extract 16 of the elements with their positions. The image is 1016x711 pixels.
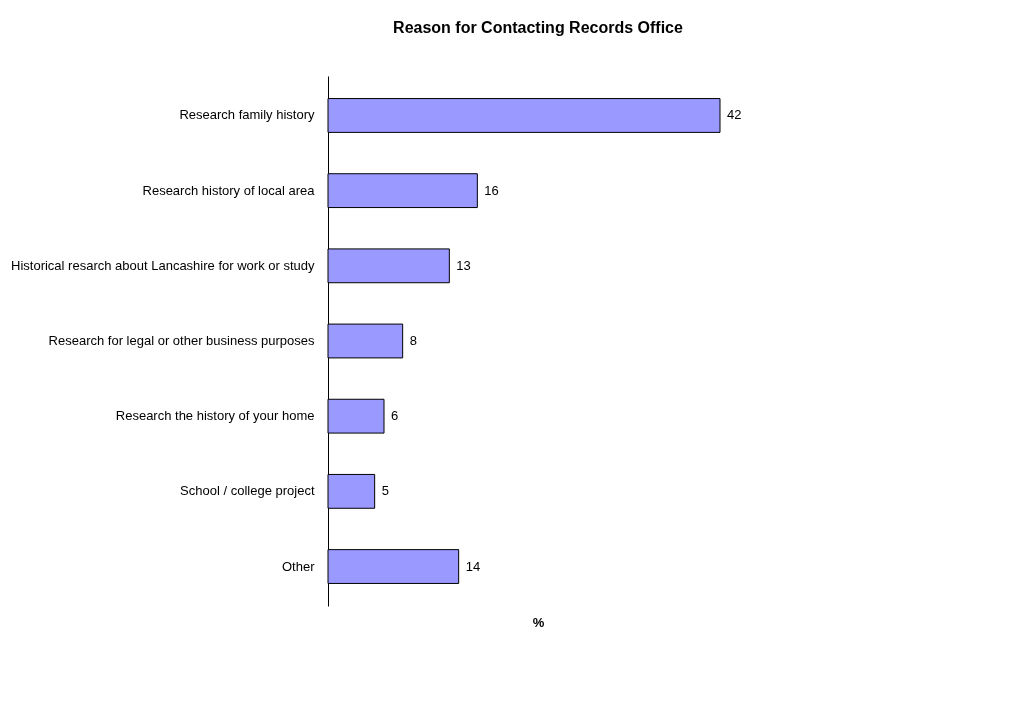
data-label: 16 xyxy=(484,182,499,198)
y-tick-label: School / college project xyxy=(180,483,315,499)
data-label: 8 xyxy=(409,333,417,348)
data-label: 14 xyxy=(465,558,481,574)
y-tick-label: Research for legal or other business purposes xyxy=(48,333,315,348)
y-tick-label: Other xyxy=(281,558,316,574)
data-label: 6 xyxy=(391,408,399,424)
x-axis-title: % xyxy=(532,614,545,630)
data-label: 13 xyxy=(456,257,471,273)
chart-title: Reason for Contacting Records Office xyxy=(393,19,684,36)
data-label: 42 xyxy=(727,107,742,123)
y-tick-label: Research the history of your home xyxy=(115,408,315,424)
y-tick-label: Research family history xyxy=(179,107,315,123)
data-label: 5 xyxy=(381,483,389,499)
y-tick-label: Historical resarch about Lancashire for work or study xyxy=(11,257,315,273)
y-tick-label: Research history of local area xyxy=(142,182,316,198)
